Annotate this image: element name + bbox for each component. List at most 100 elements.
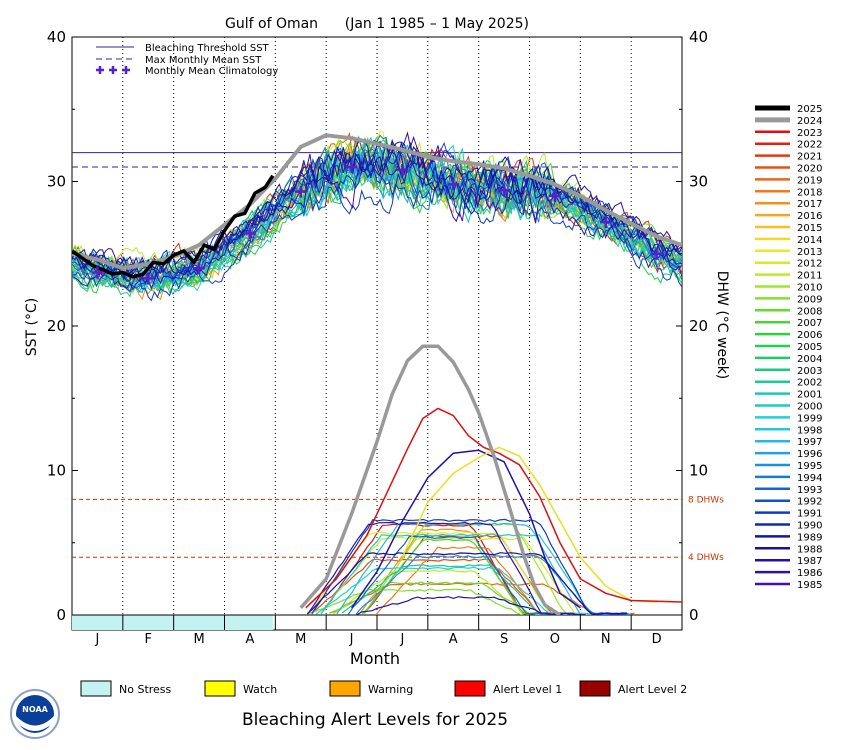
year-legend-label: 2006 <box>797 330 822 341</box>
year-legend-label: 1992 <box>797 497 822 508</box>
year-legend-label: 2020 <box>797 164 822 175</box>
dhw-series-2009 <box>307 588 557 615</box>
year-legend-label: 2000 <box>797 402 822 413</box>
dhw-series-2000 <box>320 533 631 615</box>
dhw-series-1991 <box>311 518 628 615</box>
sst-series-1985 <box>72 149 682 291</box>
x-axis-label: Month <box>350 649 400 668</box>
x-tick-label: A <box>245 632 254 647</box>
axes: J F M A M J J A S O N D 0 0 10 10 20 20 30 30 40 40 <box>47 28 708 647</box>
year-legend-label: 2002 <box>797 378 822 389</box>
climatology-marker <box>91 266 104 279</box>
dhw-series-2024-highlight <box>299 344 561 615</box>
dhw-series-1997 <box>336 522 617 615</box>
dhw-series-1987-highlight <box>350 449 581 609</box>
y-tick-label-left: 40 <box>47 28 66 46</box>
year-legend-label: 2014 <box>797 235 822 246</box>
y-tick-label-right: 0 <box>689 606 699 624</box>
year-legend-label: 1986 <box>797 568 822 579</box>
x-tick-label: D <box>652 632 662 647</box>
noaa-logo-text: NOAA <box>22 705 48 714</box>
year-legend-label: 1994 <box>797 473 822 484</box>
dhw-series-1999 <box>315 566 586 615</box>
year-legend-label: 2007 <box>797 318 822 329</box>
dhw-series-1987 <box>356 596 586 615</box>
alert-legend-swatch <box>80 680 112 697</box>
year-legend-label: 2016 <box>797 211 822 222</box>
climatology-marker <box>345 161 358 174</box>
alert-legend-label: Watch <box>243 683 277 696</box>
dhw-series-1988 <box>306 552 628 615</box>
year-legend-label: 2013 <box>797 247 822 258</box>
x-tick-label: N <box>601 632 611 647</box>
year-legend-label: 2008 <box>797 306 822 317</box>
alert-legend-label: Alert Level 2 <box>618 683 687 696</box>
series-lines <box>72 131 682 615</box>
sst-series-1988 <box>72 145 682 284</box>
alert-legend-swatch <box>454 680 486 697</box>
year-legend-label: 1997 <box>797 437 822 448</box>
legend-climatology-swatch <box>109 66 117 74</box>
year-legend-label: 2001 <box>797 390 822 401</box>
noaa-logo: NOAA <box>10 689 60 739</box>
year-legend-label: 1998 <box>797 425 822 436</box>
year-legend-label: 2025 <box>797 104 822 115</box>
y-tick-label-right: 30 <box>689 173 708 191</box>
year-legend-label: 1990 <box>797 521 822 532</box>
chart-title: Gulf of Oman (Jan 1 1985 – 1 May 2025) <box>225 16 529 32</box>
y-tick-label-right: 10 <box>689 462 708 480</box>
climatology-marker <box>599 215 612 228</box>
legend-label: Monthly Mean Climatology <box>145 66 278 77</box>
x-tick-label: O <box>550 632 560 647</box>
climatology-markers <box>91 161 663 285</box>
year-legend-label: 1987 <box>797 556 822 567</box>
x-tick-label: J <box>399 632 404 647</box>
x-tick-label: J <box>94 632 99 647</box>
x-tick-label: M <box>193 632 204 647</box>
alert-bar-segment <box>72 615 273 630</box>
dhw-series-2012 <box>320 536 616 615</box>
reference-lines: 8 DHWs 4 DHWs <box>72 152 724 563</box>
legend-climatology-swatch <box>122 66 130 74</box>
alert-legend-swatch <box>579 680 611 697</box>
year-legend-label: 2018 <box>797 187 822 198</box>
year-legend-label: 2003 <box>797 366 822 377</box>
year-legend-label: 1996 <box>797 449 822 460</box>
sst-series-1989 <box>72 141 682 285</box>
year-legend: 2025202420232022202120202019201820172016… <box>755 104 822 591</box>
x-tick-label: M <box>295 632 306 647</box>
year-legend-label: 2005 <box>797 342 822 353</box>
legend-label: Bleaching Threshold SST <box>145 43 270 54</box>
alert-legend-label: Warning <box>368 683 413 696</box>
y-tick-label-left: 20 <box>47 317 66 335</box>
year-legend-label: 2023 <box>797 128 822 139</box>
legend-climatology-swatch <box>96 66 104 74</box>
dhw-series-2021 <box>363 534 589 615</box>
alert-legend-label: Alert Level 1 <box>493 683 562 696</box>
year-legend-label: 2022 <box>797 140 822 151</box>
climatology-marker <box>650 247 663 260</box>
year-legend-label: 1988 <box>797 544 822 555</box>
climatology-marker <box>294 185 307 198</box>
alert-level-legend: No Stress Watch Warning Alert Level 1 Alert … <box>80 680 687 697</box>
sst-series-1991 <box>72 175 682 302</box>
climatology-marker <box>193 262 206 275</box>
year-legend-label: 1991 <box>797 509 822 520</box>
dhw-series-1986 <box>307 521 583 615</box>
climatology-marker <box>548 189 561 202</box>
year-legend-label: 2015 <box>797 223 822 234</box>
year-legend-label: 1995 <box>797 461 822 472</box>
x-tick-label: J <box>349 632 354 647</box>
alert-title: Bleaching Alert Levels for 2025 <box>242 710 508 730</box>
y-tick-label-left: 30 <box>47 173 66 191</box>
y-tick-label-left: 0 <box>56 606 66 624</box>
dhw-series-1993 <box>347 535 562 615</box>
sst-series-2025 <box>72 174 275 279</box>
legend-label: Max Monthly Mean SST <box>145 55 262 66</box>
year-legend-label: 1985 <box>797 580 822 591</box>
alert-legend-swatch <box>204 680 236 697</box>
y-tick-label-left: 10 <box>47 462 66 480</box>
year-legend-label: 2010 <box>797 283 822 294</box>
